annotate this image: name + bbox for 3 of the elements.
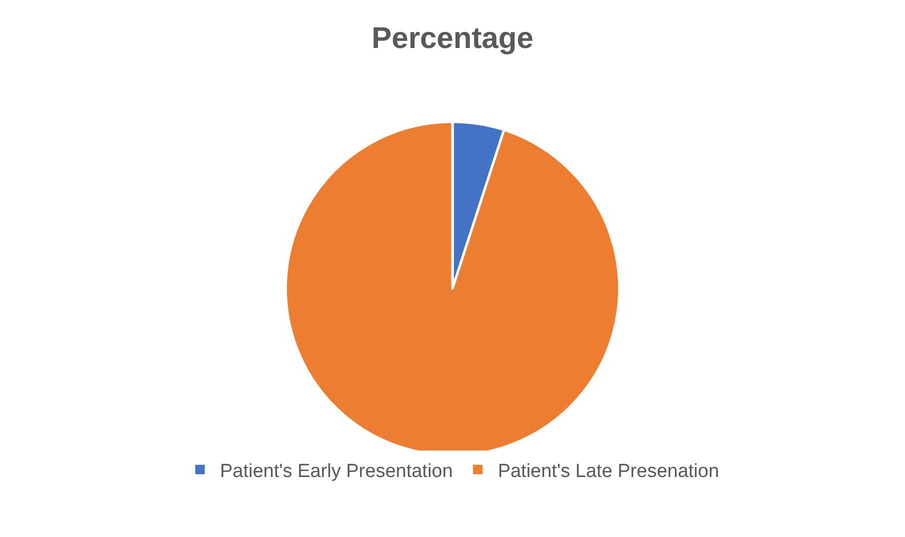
chart-title: Percentage	[372, 22, 534, 56]
legend-label: Patient's Late Presenation	[498, 460, 720, 482]
legend-label: Patient's Early Presentation	[220, 460, 453, 482]
